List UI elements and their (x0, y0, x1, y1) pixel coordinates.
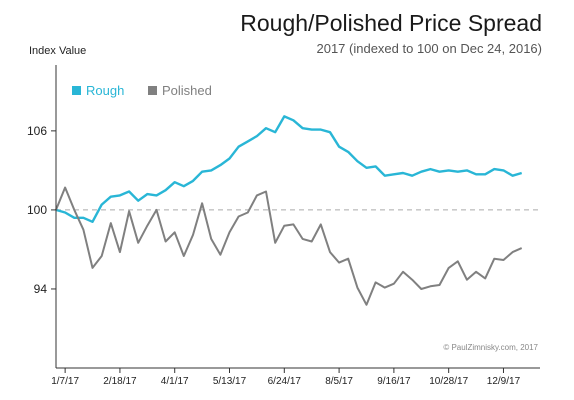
x-tick-label: 1/7/17 (51, 376, 79, 387)
y-tick-label-100: 100 (27, 203, 47, 217)
x-tick-label: 5/13/17 (213, 376, 247, 387)
y-tick-label-106: 106 (27, 124, 47, 138)
series-line-rough (55, 115, 523, 224)
x-tick-label: 8/5/17 (325, 376, 353, 387)
legend-label-polished: Polished (162, 83, 212, 98)
chart-subtitle: 2017 (indexed to 100 on Dec 24, 2016) (316, 41, 542, 56)
x-tick-label: 9/16/17 (377, 376, 411, 387)
x-tick-label: 2/18/17 (103, 376, 137, 387)
x-tick-label: 6/24/17 (268, 376, 302, 387)
x-tick-label: 10/28/17 (429, 376, 468, 387)
y-tick-label-94: 94 (34, 282, 48, 296)
chart-title: Rough/Polished Price Spread (240, 10, 542, 36)
series-line-polished (55, 186, 523, 306)
legend-label-rough: Rough (86, 83, 124, 98)
x-tick-label: 12/9/17 (487, 376, 521, 387)
y-axis-label: Index Value (29, 45, 87, 57)
legend-swatch-polished (148, 86, 157, 95)
x-tick-label: 4/1/17 (161, 376, 189, 387)
credit-text: © PaulZimnisky.com, 2017 (443, 343, 538, 352)
legend-swatch-rough (72, 86, 81, 95)
